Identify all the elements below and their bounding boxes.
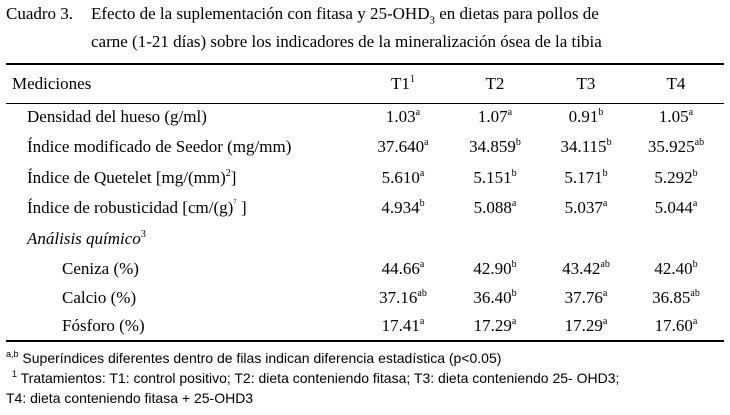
table-cell: 5.088a xyxy=(473,198,517,217)
table-top-rule xyxy=(6,63,724,65)
caption-title-part1: Efecto de la suplementación con fitasa y… xyxy=(91,4,430,23)
table-row: Índice de robusticidad [cm/(g)⁷ ] 4.934b 5… xyxy=(0,198,730,222)
table-footnotes: a,b Superíndices diferentes dentro de fi… xyxy=(6,348,728,408)
table-bottom-rule xyxy=(6,340,724,342)
table-cell: 17.60a xyxy=(654,316,698,335)
table-cell: 34.115b xyxy=(560,137,612,156)
row-label: Índice de Quetelet [mg/(mm)2] xyxy=(27,168,237,187)
table-cell: 37.640a xyxy=(377,137,429,156)
table-cell: 37.76a xyxy=(564,288,608,307)
table-cell: 4.934b xyxy=(381,198,425,217)
table-cell: 36.85ab xyxy=(652,288,700,307)
subrow-label: Fósforo (%) xyxy=(62,316,145,335)
table-cell: 1.07a xyxy=(477,107,513,126)
table-cell: 5.610a xyxy=(381,168,425,187)
table-caption: Cuadro 3. Efecto de la suplementación con… xyxy=(6,3,726,52)
table-cell: 36.40b xyxy=(473,288,517,307)
table-cell: 37.16ab xyxy=(379,288,427,307)
table-row: Densidad del hueso (g/ml) 1.03a 1.07a 0.91b… xyxy=(0,107,730,131)
table-cell: 34.859b xyxy=(469,137,521,156)
header-col-t2: T2 xyxy=(485,74,505,93)
table-cell: 17.29a xyxy=(564,316,608,335)
table-cell: 5.151b xyxy=(473,168,517,187)
section-row: Análisis químico3 xyxy=(0,229,730,253)
row-label: Densidad del hueso (g/ml) xyxy=(27,107,207,126)
footnote-treatments-cont: T4: dieta conteniendo fitasa + 25-OHD3 xyxy=(6,390,254,406)
section-label: Análisis químico3 xyxy=(27,229,146,248)
row-label: Índice modificado de Seedor (mg/mm) xyxy=(27,137,292,156)
table-cell: 0.91b xyxy=(568,107,604,126)
caption-title-line2: carne (1-21 días) sobre los indicadores … xyxy=(91,32,602,52)
subrow-label: Calcio (%) xyxy=(62,288,137,307)
table-cell: 42.40b xyxy=(654,259,698,278)
caption-title-part2: en dietas para pollos de xyxy=(434,4,599,23)
footnote-treatments: 1 Tratamientos: T1: control positivo; T2… xyxy=(12,369,620,387)
caption-subscript: 3 xyxy=(429,14,435,27)
row-label: Índice de robusticidad [cm/(g)⁷ ] xyxy=(27,198,247,217)
table-cell: 42.90b xyxy=(473,259,517,278)
subrow-label: Ceniza (%) xyxy=(62,259,139,278)
table-cell: 5.037a xyxy=(564,198,608,217)
header-col-t4: T4 xyxy=(666,74,686,93)
header-mediciones: Mediciones xyxy=(12,74,92,93)
table-row: Índice de Quetelet [mg/(mm)2] 5.610a 5.151… xyxy=(0,168,730,192)
table-cell: 1.03a xyxy=(385,107,421,126)
table-header-rule xyxy=(6,103,724,104)
table-cell: 5.292b xyxy=(654,168,698,187)
table-cell: 35.925ab xyxy=(647,137,705,156)
table-subrow: Ceniza (%) 44.66a 42.90b 43.42ab 42.40b xyxy=(0,259,730,283)
header-col-t1: T11 xyxy=(391,74,415,93)
caption-label: Cuadro 3. xyxy=(6,4,74,23)
table-header-row: Mediciones T11 T2 T3 T4 xyxy=(0,74,730,98)
table-cell: 43.42ab xyxy=(562,259,610,278)
table-cell: 17.29a xyxy=(473,316,517,335)
footnote-significance: a,b Superíndices diferentes dentro de fi… xyxy=(6,349,502,367)
table-cell: 5.044a xyxy=(654,198,698,217)
table-subrow: Calcio (%) 37.16ab 36.40b 37.76a 36.85ab xyxy=(0,288,730,312)
table-cell: 44.66a xyxy=(381,259,425,278)
header-col-t3: T3 xyxy=(576,74,596,93)
table-cell: 5.171b xyxy=(564,168,608,187)
table-subrow: Fósforo (%) 17.41a 17.29a 17.29a 17.60a xyxy=(0,316,730,340)
table-cell: 1.05a xyxy=(658,107,694,126)
table-row: Índice modificado de Seedor (mg/mm) 37.64… xyxy=(0,137,730,161)
table-cell: 17.41a xyxy=(381,316,425,335)
